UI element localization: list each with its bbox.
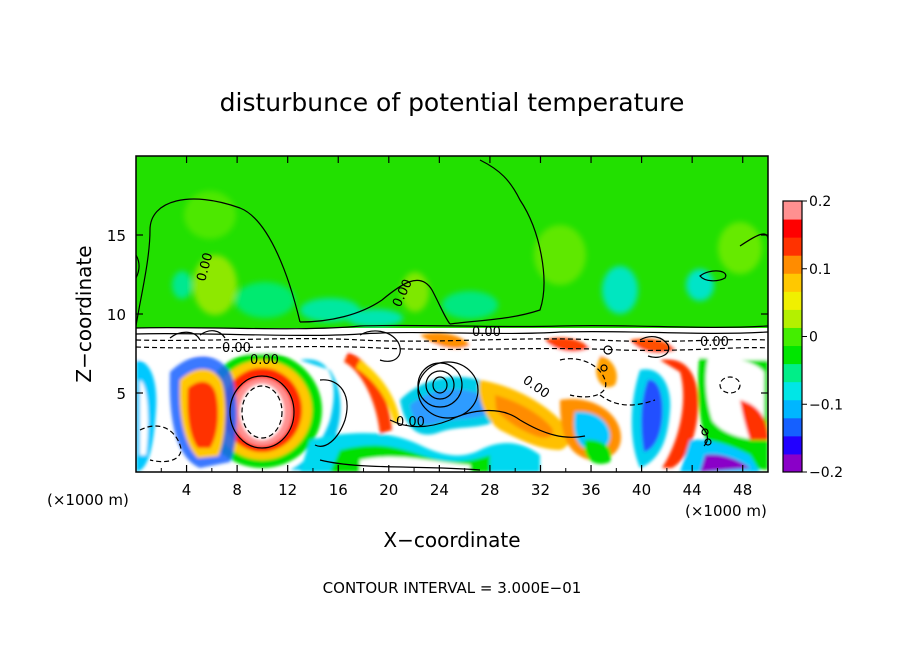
y-axis-title: Z−coordinate — [72, 245, 96, 382]
colorbar-segment — [783, 345, 802, 365]
colorbar-segment — [783, 291, 802, 310]
contour-label: 0.00 — [472, 325, 501, 340]
contour-label: 0.00 — [250, 353, 279, 368]
x-tick-label: 24 — [430, 481, 449, 499]
colorbar-tick-label: 0 — [809, 330, 818, 346]
contour-interval-note: CONTOUR INTERVAL = 3.000E−01 — [323, 579, 582, 597]
plot-area: 0.00 0.00 0.00 0.00 0.00 0.00 0.00 0.00 — [136, 156, 768, 472]
contour-labels: 0.00 0.00 0.00 0.00 0.00 0.00 0.00 0.00 — [194, 251, 729, 430]
contour-label: 0.00 — [700, 335, 729, 350]
colorbar-tick-label: −0.1 — [809, 397, 843, 413]
x-tick-label: 16 — [329, 481, 348, 499]
colorbar-segment — [783, 309, 802, 328]
colorbar-segment — [783, 417, 802, 437]
x-tick-label: 44 — [683, 481, 702, 499]
x-axis-title: X−coordinate — [383, 528, 520, 552]
y-tick-label: 10 — [107, 306, 126, 324]
y-tick-label: 5 — [116, 385, 126, 403]
colorbar-segment — [783, 399, 802, 419]
colorbar-segment — [783, 237, 802, 256]
colorbar: 0.2 0.1 0 −0.1 −0.2 — [782, 194, 843, 481]
colorbar-segment — [783, 327, 802, 347]
x-tick-label: 32 — [531, 481, 550, 499]
lower-field-anomalies — [136, 332, 768, 472]
colorbar-segment — [783, 363, 802, 383]
x-tick-label: 36 — [581, 481, 600, 499]
contour-label: 0.00 — [222, 341, 251, 356]
x-tick-label: 20 — [379, 481, 398, 499]
x-tick-label: 40 — [632, 481, 651, 499]
colorbar-segment — [783, 273, 802, 292]
x-tick-label: 4 — [182, 481, 192, 499]
x-unit-right: (×1000 m) — [685, 502, 767, 520]
x-axis: 4 8 12 16 20 24 28 32 36 40 44 48 — [160, 156, 752, 499]
contour-label: 0.00 — [194, 251, 216, 283]
colorbar-tick-label: 0.1 — [809, 262, 831, 278]
upper-field-patches — [172, 191, 762, 327]
contour-label: 0.00 — [396, 415, 425, 430]
colorbar-segment — [783, 201, 802, 220]
colorbar-tick-label: −0.2 — [809, 465, 843, 481]
colorbar-segment — [783, 453, 802, 473]
colorbar-segment — [783, 255, 802, 274]
y-tick-label: 15 — [107, 227, 126, 245]
y-axis: 5 10 15 — [107, 227, 768, 403]
colorbar-segment — [783, 435, 802, 455]
x-tick-label: 48 — [733, 481, 752, 499]
contour-lines — [136, 159, 768, 471]
x-tick-label: 12 — [278, 481, 297, 499]
colorbar-segment — [783, 219, 802, 238]
x-tick-label: 8 — [232, 481, 242, 499]
x-unit-left: (×1000 m) — [47, 491, 129, 509]
chart-title: disturbunce of potential temperature — [220, 88, 685, 117]
colorbar-segment — [783, 381, 802, 401]
x-tick-label: 28 — [480, 481, 499, 499]
colorbar-tick-label: 0.2 — [809, 194, 831, 210]
